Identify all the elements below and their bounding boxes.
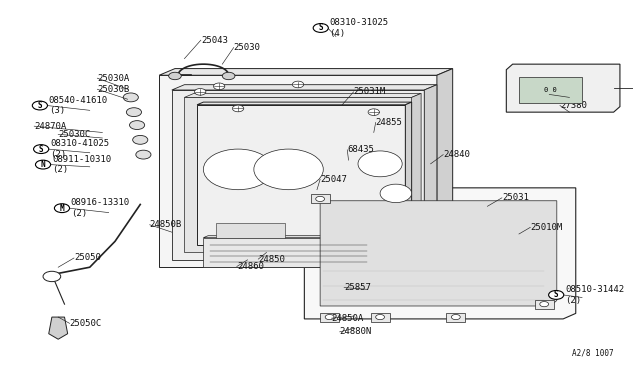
Polygon shape [172,85,437,90]
Text: 24855: 24855 [376,118,403,127]
Polygon shape [204,236,397,238]
Text: 08510-31442
(2): 08510-31442 (2) [565,285,624,305]
Circle shape [43,271,61,282]
Text: 08540-41610
(3): 08540-41610 (3) [49,96,108,115]
Text: S: S [319,23,323,32]
Text: 0 0: 0 0 [544,87,557,93]
Circle shape [358,151,402,177]
Text: N: N [41,160,45,169]
Polygon shape [197,102,412,105]
Text: 24860: 24860 [237,262,264,271]
Text: 24870A: 24870A [34,122,67,131]
Text: 25050: 25050 [74,253,101,263]
Circle shape [33,145,49,154]
Circle shape [380,184,412,203]
Text: 24850A: 24850A [332,314,364,323]
Text: 25030B: 25030B [97,85,129,94]
Polygon shape [506,64,620,112]
Polygon shape [412,93,421,253]
Circle shape [35,160,51,169]
Circle shape [126,108,141,116]
Circle shape [129,121,145,129]
Text: 25857: 25857 [344,283,371,292]
FancyBboxPatch shape [535,300,554,309]
Text: 25043: 25043 [201,36,228,45]
Circle shape [292,81,304,88]
Text: 24880N: 24880N [340,327,372,336]
Text: 25031M: 25031M [353,87,386,96]
Text: 08310-41025
(2): 08310-41025 (2) [50,140,109,159]
Text: 25031: 25031 [502,193,529,202]
Circle shape [222,72,235,80]
Polygon shape [159,68,452,75]
FancyBboxPatch shape [216,223,285,238]
Circle shape [254,149,323,190]
Text: 25010M: 25010M [531,223,563,232]
Text: 25030C: 25030C [58,130,90,139]
Circle shape [325,314,334,320]
Circle shape [169,72,181,80]
Polygon shape [197,105,405,245]
Text: 08310-31025
(4): 08310-31025 (4) [330,18,388,38]
Polygon shape [393,236,397,267]
Circle shape [316,196,324,202]
Circle shape [232,105,244,112]
Text: 27380D: 27380D [549,90,582,99]
Circle shape [540,302,548,307]
Text: 25030A: 25030A [97,74,129,83]
Circle shape [136,150,151,159]
Polygon shape [437,68,452,267]
Circle shape [368,109,380,115]
Text: 08916-13310
(2): 08916-13310 (2) [71,198,130,218]
Text: 25030: 25030 [234,43,260,52]
Text: S: S [39,145,44,154]
FancyBboxPatch shape [371,312,390,321]
Text: A2/8 1007: A2/8 1007 [572,349,614,358]
Polygon shape [204,238,393,267]
Circle shape [313,23,328,32]
Circle shape [54,204,70,212]
Circle shape [451,314,460,320]
Circle shape [548,291,564,299]
Circle shape [634,85,640,91]
Circle shape [376,314,385,320]
Text: 25050C: 25050C [70,319,102,328]
Text: 25047: 25047 [320,175,347,184]
FancyBboxPatch shape [320,312,339,321]
Text: M: M [60,203,64,213]
Circle shape [32,101,47,110]
Polygon shape [184,97,412,253]
Polygon shape [49,317,68,339]
Polygon shape [405,102,412,245]
Circle shape [195,89,206,95]
Text: 24840: 24840 [444,150,470,159]
Circle shape [132,135,148,144]
Text: S: S [38,101,42,110]
Polygon shape [305,188,576,319]
FancyBboxPatch shape [519,77,582,103]
Circle shape [124,93,138,102]
FancyBboxPatch shape [446,312,465,321]
Polygon shape [320,201,557,306]
Circle shape [204,149,273,190]
Text: 24850: 24850 [259,254,285,264]
Polygon shape [159,75,437,267]
Text: 68435: 68435 [348,145,374,154]
Polygon shape [424,85,437,260]
Polygon shape [172,90,424,260]
Circle shape [214,83,225,90]
Text: 24850B: 24850B [150,220,182,229]
Text: 27380: 27380 [560,101,587,110]
Polygon shape [184,93,421,97]
Text: 08911-10310
(2): 08911-10310 (2) [52,155,111,174]
Text: S: S [554,291,559,299]
FancyBboxPatch shape [310,195,330,203]
